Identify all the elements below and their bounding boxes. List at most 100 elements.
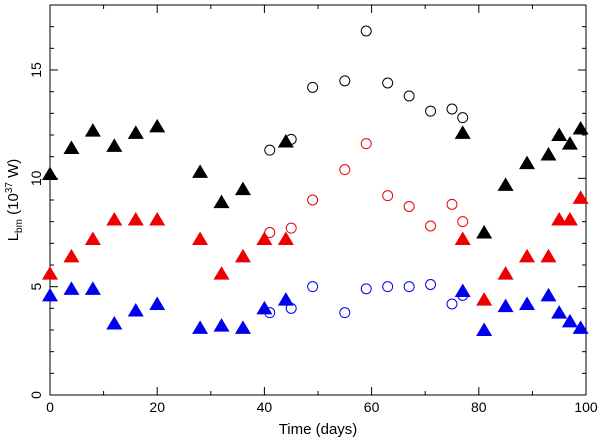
black-triangles-point bbox=[84, 123, 101, 137]
red-triangles-point bbox=[234, 248, 251, 263]
black-triangles-point bbox=[561, 136, 578, 150]
y-tick-label: 5 bbox=[28, 283, 44, 291]
red-circles-point bbox=[307, 194, 319, 206]
blue-triangles-point bbox=[540, 287, 557, 302]
red-triangles-point bbox=[256, 231, 273, 245]
x-tick-label: 0 bbox=[46, 399, 54, 415]
black-triangles-point bbox=[497, 177, 514, 191]
y-tick-label: 0 bbox=[28, 391, 44, 399]
blue-triangles-point bbox=[277, 292, 294, 306]
red-circles-point bbox=[339, 164, 351, 176]
x-tick-label: 80 bbox=[471, 399, 487, 415]
black-circles-point bbox=[425, 105, 437, 117]
red-triangles-point bbox=[84, 231, 101, 245]
red-triangles-point bbox=[519, 248, 536, 263]
x-tick-label: 40 bbox=[257, 399, 273, 415]
red-circles-point bbox=[403, 201, 415, 212]
black-triangles-point bbox=[42, 166, 58, 180]
red-triangles-point bbox=[63, 248, 80, 263]
y-axis-title-power: 37 bbox=[4, 182, 15, 194]
red-triangles-point bbox=[561, 212, 578, 226]
data-markers bbox=[42, 25, 589, 336]
blue-circles-point bbox=[382, 281, 394, 293]
black-triangles-point bbox=[476, 225, 493, 239]
blue-triangles-point bbox=[42, 287, 58, 302]
black-circles-point bbox=[339, 75, 351, 87]
red-circles-point bbox=[360, 138, 372, 150]
red-triangles-point bbox=[127, 212, 144, 226]
black-triangles-point bbox=[192, 164, 209, 178]
blue-triangles-point bbox=[149, 296, 166, 310]
blue-circles-point bbox=[339, 307, 351, 319]
blue-triangles-point bbox=[84, 281, 101, 295]
blue-triangles-point bbox=[213, 318, 230, 332]
black-triangles-point bbox=[277, 134, 294, 148]
blue-triangles-point bbox=[561, 313, 578, 328]
blue-circles-point bbox=[264, 307, 276, 319]
y-tick-label: 15 bbox=[28, 62, 44, 78]
red-triangles-point bbox=[192, 231, 209, 245]
y-tick-label: 10 bbox=[28, 170, 44, 186]
black-circles-point bbox=[457, 112, 469, 124]
x-tick-label: 100 bbox=[574, 399, 598, 415]
blue-triangles-point bbox=[551, 305, 568, 319]
x-axis-title: Time (days) bbox=[279, 421, 358, 438]
red-circles-point bbox=[457, 216, 469, 228]
black-triangles-point bbox=[234, 181, 251, 196]
blue-circles-point bbox=[285, 302, 297, 314]
red-triangles-point bbox=[277, 231, 294, 245]
black-triangles-point bbox=[540, 147, 557, 161]
black-circles-point bbox=[382, 77, 394, 89]
blue-triangles-point bbox=[572, 320, 589, 334]
blue-circles-point bbox=[307, 281, 319, 293]
blue-circles-point bbox=[360, 283, 372, 295]
x-tick-label: 60 bbox=[364, 399, 380, 415]
black-triangles-point bbox=[572, 121, 589, 135]
tick-labels: 0 20 40 60 80 100 0 5 10 15 bbox=[28, 62, 598, 415]
red-circles-point bbox=[446, 198, 458, 210]
black-circles-point bbox=[360, 25, 372, 37]
red-triangles-point bbox=[454, 231, 471, 245]
blue-triangles-point bbox=[127, 303, 144, 317]
blue-triangles-point bbox=[234, 320, 251, 334]
blue-circles-point bbox=[446, 298, 458, 310]
blue-triangles-point bbox=[476, 322, 493, 336]
blue-circles-point bbox=[425, 279, 437, 290]
y-axis-title: Lbm (1037 W) bbox=[4, 159, 25, 242]
red-circles-point bbox=[382, 190, 394, 202]
y-axis-title-unit: W) bbox=[5, 159, 22, 182]
black-triangles-point bbox=[551, 127, 568, 141]
x-tick-label: 20 bbox=[149, 399, 165, 415]
blue-circles-point bbox=[457, 289, 469, 301]
blue-triangles-point bbox=[106, 316, 123, 330]
black-circles-point bbox=[285, 133, 297, 145]
blue-triangles-point bbox=[256, 300, 273, 315]
red-triangles-point bbox=[42, 266, 58, 280]
black-triangles-point bbox=[63, 140, 80, 154]
black-circles-point bbox=[264, 144, 276, 156]
red-circles-point bbox=[425, 220, 437, 232]
red-circles-point bbox=[264, 227, 276, 238]
black-triangles-point bbox=[454, 125, 471, 139]
black-triangles-point bbox=[149, 118, 166, 133]
blue-triangles-point bbox=[192, 320, 209, 334]
axis-ticks bbox=[49, 4, 587, 396]
red-triangles-point bbox=[106, 212, 123, 226]
black-triangles-point bbox=[127, 125, 144, 139]
y-axis-title-subscript: bm bbox=[14, 219, 25, 233]
blue-triangles-point bbox=[519, 296, 536, 310]
red-circles-point bbox=[285, 222, 297, 234]
blue-triangles-point bbox=[63, 281, 80, 295]
black-circles-point bbox=[403, 90, 415, 102]
red-triangles-point bbox=[551, 212, 568, 226]
red-triangles-point bbox=[572, 190, 589, 204]
red-triangles-point bbox=[476, 292, 493, 306]
y-axis-title-prefix: (10 bbox=[5, 193, 22, 219]
black-circles-point bbox=[307, 81, 319, 93]
black-triangles-point bbox=[519, 155, 536, 170]
y-axis-title-symbol: L bbox=[5, 233, 22, 241]
blue-circles-point bbox=[403, 281, 415, 293]
blue-triangles-point bbox=[497, 298, 514, 313]
red-triangles-point bbox=[149, 212, 166, 226]
